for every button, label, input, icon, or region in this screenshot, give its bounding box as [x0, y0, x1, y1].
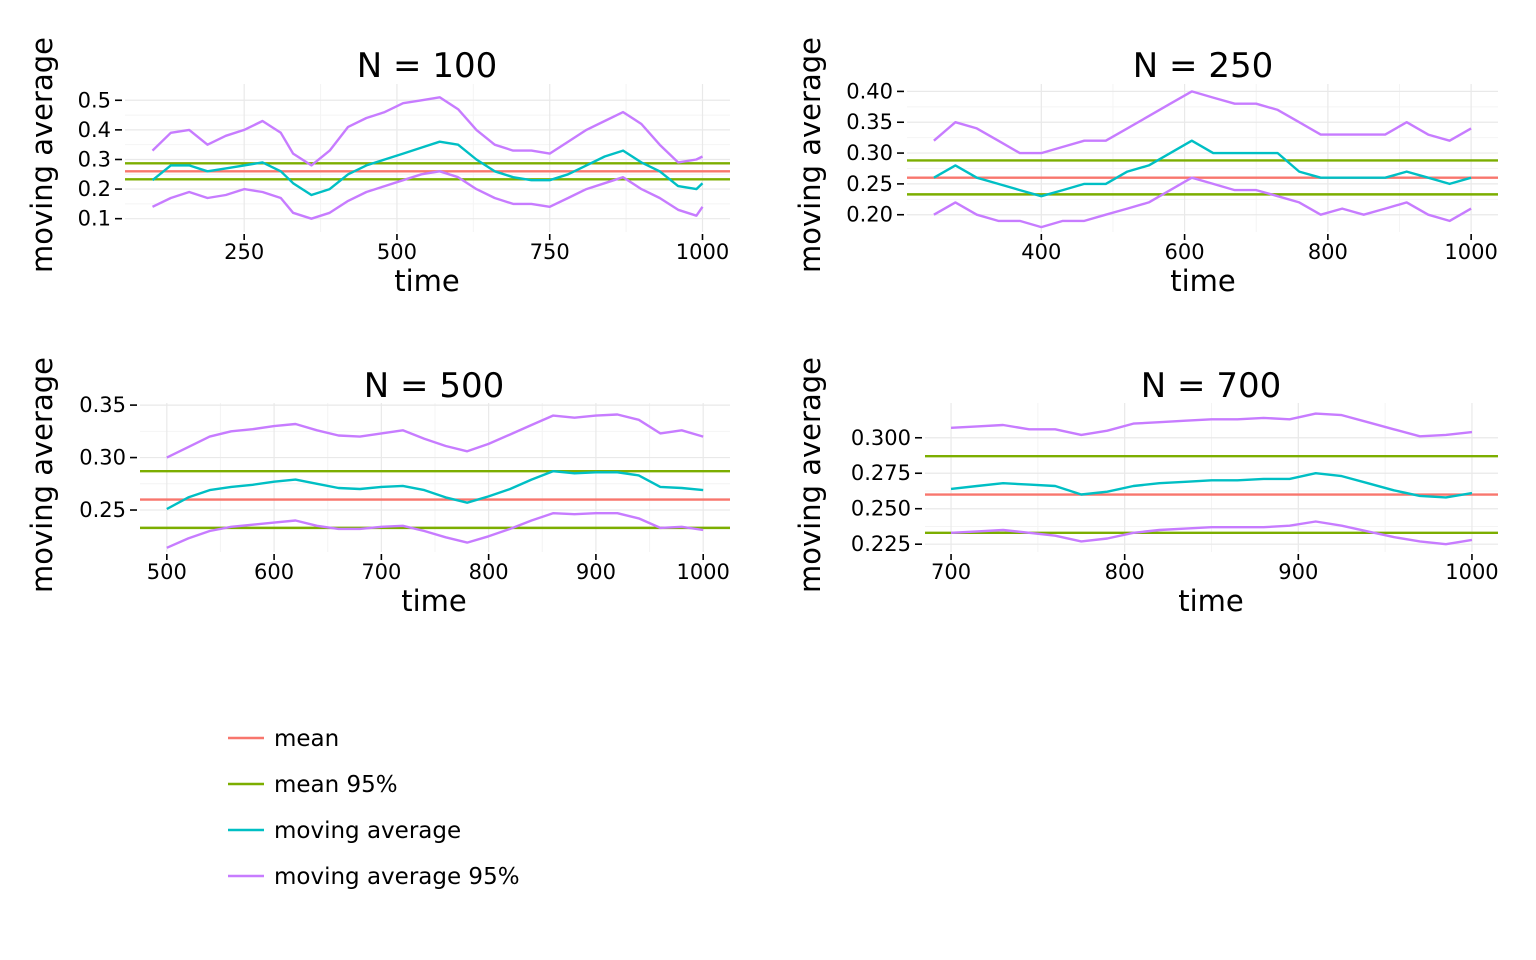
panel-title: N = 100 — [357, 46, 497, 86]
moving-average-95-line — [950, 412, 1473, 438]
x-tick-label: 1000 — [1444, 240, 1497, 264]
y-tick-label: 0.1 — [78, 207, 111, 231]
moving-average-line — [933, 139, 1472, 198]
moving-average-95-line — [151, 170, 704, 220]
y-tick-label: 0.4 — [78, 118, 111, 142]
panel-title: N = 250 — [1133, 46, 1273, 86]
panel-title: N = 500 — [364, 366, 504, 406]
panel-title: N = 700 — [1141, 366, 1281, 406]
y-tick-label: 0.2 — [78, 177, 111, 201]
legend-item: mean 95% — [228, 772, 398, 798]
legend-item: moving average 95% — [228, 864, 520, 890]
y-tick-label: 0.250 — [851, 497, 911, 521]
y-axis-ticks: 0.25 0.30 0.35 — [79, 393, 137, 522]
x-tick-label: 1000 — [676, 560, 729, 584]
y-tick-label: 0.25 — [846, 172, 893, 196]
y-tick-label: 0.40 — [846, 79, 893, 103]
x-tick-label: 700 — [361, 560, 401, 584]
legend: mean mean 95% moving average moving average… — [228, 726, 520, 890]
y-tick-label: 0.5 — [78, 88, 111, 112]
legend-label: mean 95% — [274, 772, 398, 798]
x-tick-label: 800 — [469, 560, 509, 584]
x-axis-title: time — [1170, 264, 1236, 298]
x-tick-label: 1000 — [676, 240, 729, 264]
y-tick-label: 0.30 — [79, 446, 126, 470]
x-tick-label: 900 — [1278, 560, 1318, 584]
moving-average-95-line — [166, 413, 704, 459]
x-tick-label: 400 — [1021, 240, 1061, 264]
y-axis-ticks: 0.225 0.250 0.275 0.300 — [851, 426, 922, 556]
x-axis-ticks: 500 600 700 800 900 1000 — [147, 554, 730, 584]
y-tick-label: 0.30 — [846, 141, 893, 165]
x-tick-label: 700 — [931, 560, 971, 584]
x-axis-title: time — [401, 584, 467, 618]
moving-average-95-line — [933, 176, 1472, 229]
x-tick-label: 500 — [377, 240, 417, 264]
x-tick-label: 800 — [1105, 560, 1145, 584]
legend-item: mean — [228, 726, 339, 752]
y-axis-title: moving average — [25, 37, 59, 273]
x-axis-ticks: 700 800 900 1000 — [931, 554, 1499, 584]
legend-item: moving average — [228, 818, 461, 844]
x-axis-ticks: 250 500 750 1000 — [224, 234, 729, 264]
legend-label: mean — [274, 726, 339, 752]
y-tick-label: 0.25 — [79, 498, 126, 522]
y-tick-label: 0.35 — [846, 110, 893, 134]
y-tick-label: 0.300 — [851, 426, 911, 450]
x-tick-label: 1000 — [1445, 560, 1498, 584]
y-axis-title: moving average — [793, 357, 827, 593]
x-tick-label: 600 — [1165, 240, 1205, 264]
panel-n-250: N = 250 time moving average 400 600 800 100… — [793, 37, 1498, 298]
x-tick-label: 250 — [224, 240, 264, 264]
y-axis-ticks: 0.20 0.25 0.30 0.35 0.40 — [846, 79, 904, 227]
moving-average-line — [151, 140, 704, 197]
moving-average-line — [166, 470, 704, 511]
panel-n-700: N = 700 time moving average 700 800 900 100… — [793, 357, 1499, 618]
moving-average-95-line — [950, 520, 1473, 546]
moving-average-95-line — [933, 90, 1472, 155]
y-axis-title: moving average — [25, 357, 59, 593]
y-tick-label: 0.20 — [846, 203, 893, 227]
y-tick-label: 0.35 — [79, 393, 126, 417]
gridlines — [907, 84, 1498, 232]
y-axis-ticks: 0.1 0.2 0.3 0.4 0.5 — [78, 88, 122, 231]
y-tick-label: 0.275 — [851, 461, 911, 485]
moving-average-95-line — [151, 96, 704, 167]
x-axis-title: time — [394, 264, 460, 298]
moving-average-95-line — [166, 512, 704, 549]
x-tick-label: 500 — [147, 560, 187, 584]
y-tick-label: 0.3 — [78, 147, 111, 171]
panel-n-100: N = 100 time moving average 250 500 750 100… — [25, 37, 730, 298]
x-axis-title: time — [1178, 584, 1244, 618]
x-tick-label: 600 — [254, 560, 294, 584]
gridlines — [125, 84, 730, 232]
x-tick-label: 900 — [576, 560, 616, 584]
panel-n-500: N = 500 time moving average 500 600 700 800… — [25, 357, 730, 618]
x-tick-label: 800 — [1308, 240, 1348, 264]
y-axis-title: moving average — [793, 37, 827, 273]
x-axis-ticks: 400 600 800 1000 — [1021, 234, 1498, 264]
legend-label: moving average 95% — [274, 864, 520, 890]
moving-average-line — [950, 472, 1473, 499]
legend-label: moving average — [274, 818, 461, 844]
gridlines — [140, 403, 730, 552]
x-tick-label: 750 — [530, 240, 570, 264]
y-tick-label: 0.225 — [851, 532, 911, 556]
